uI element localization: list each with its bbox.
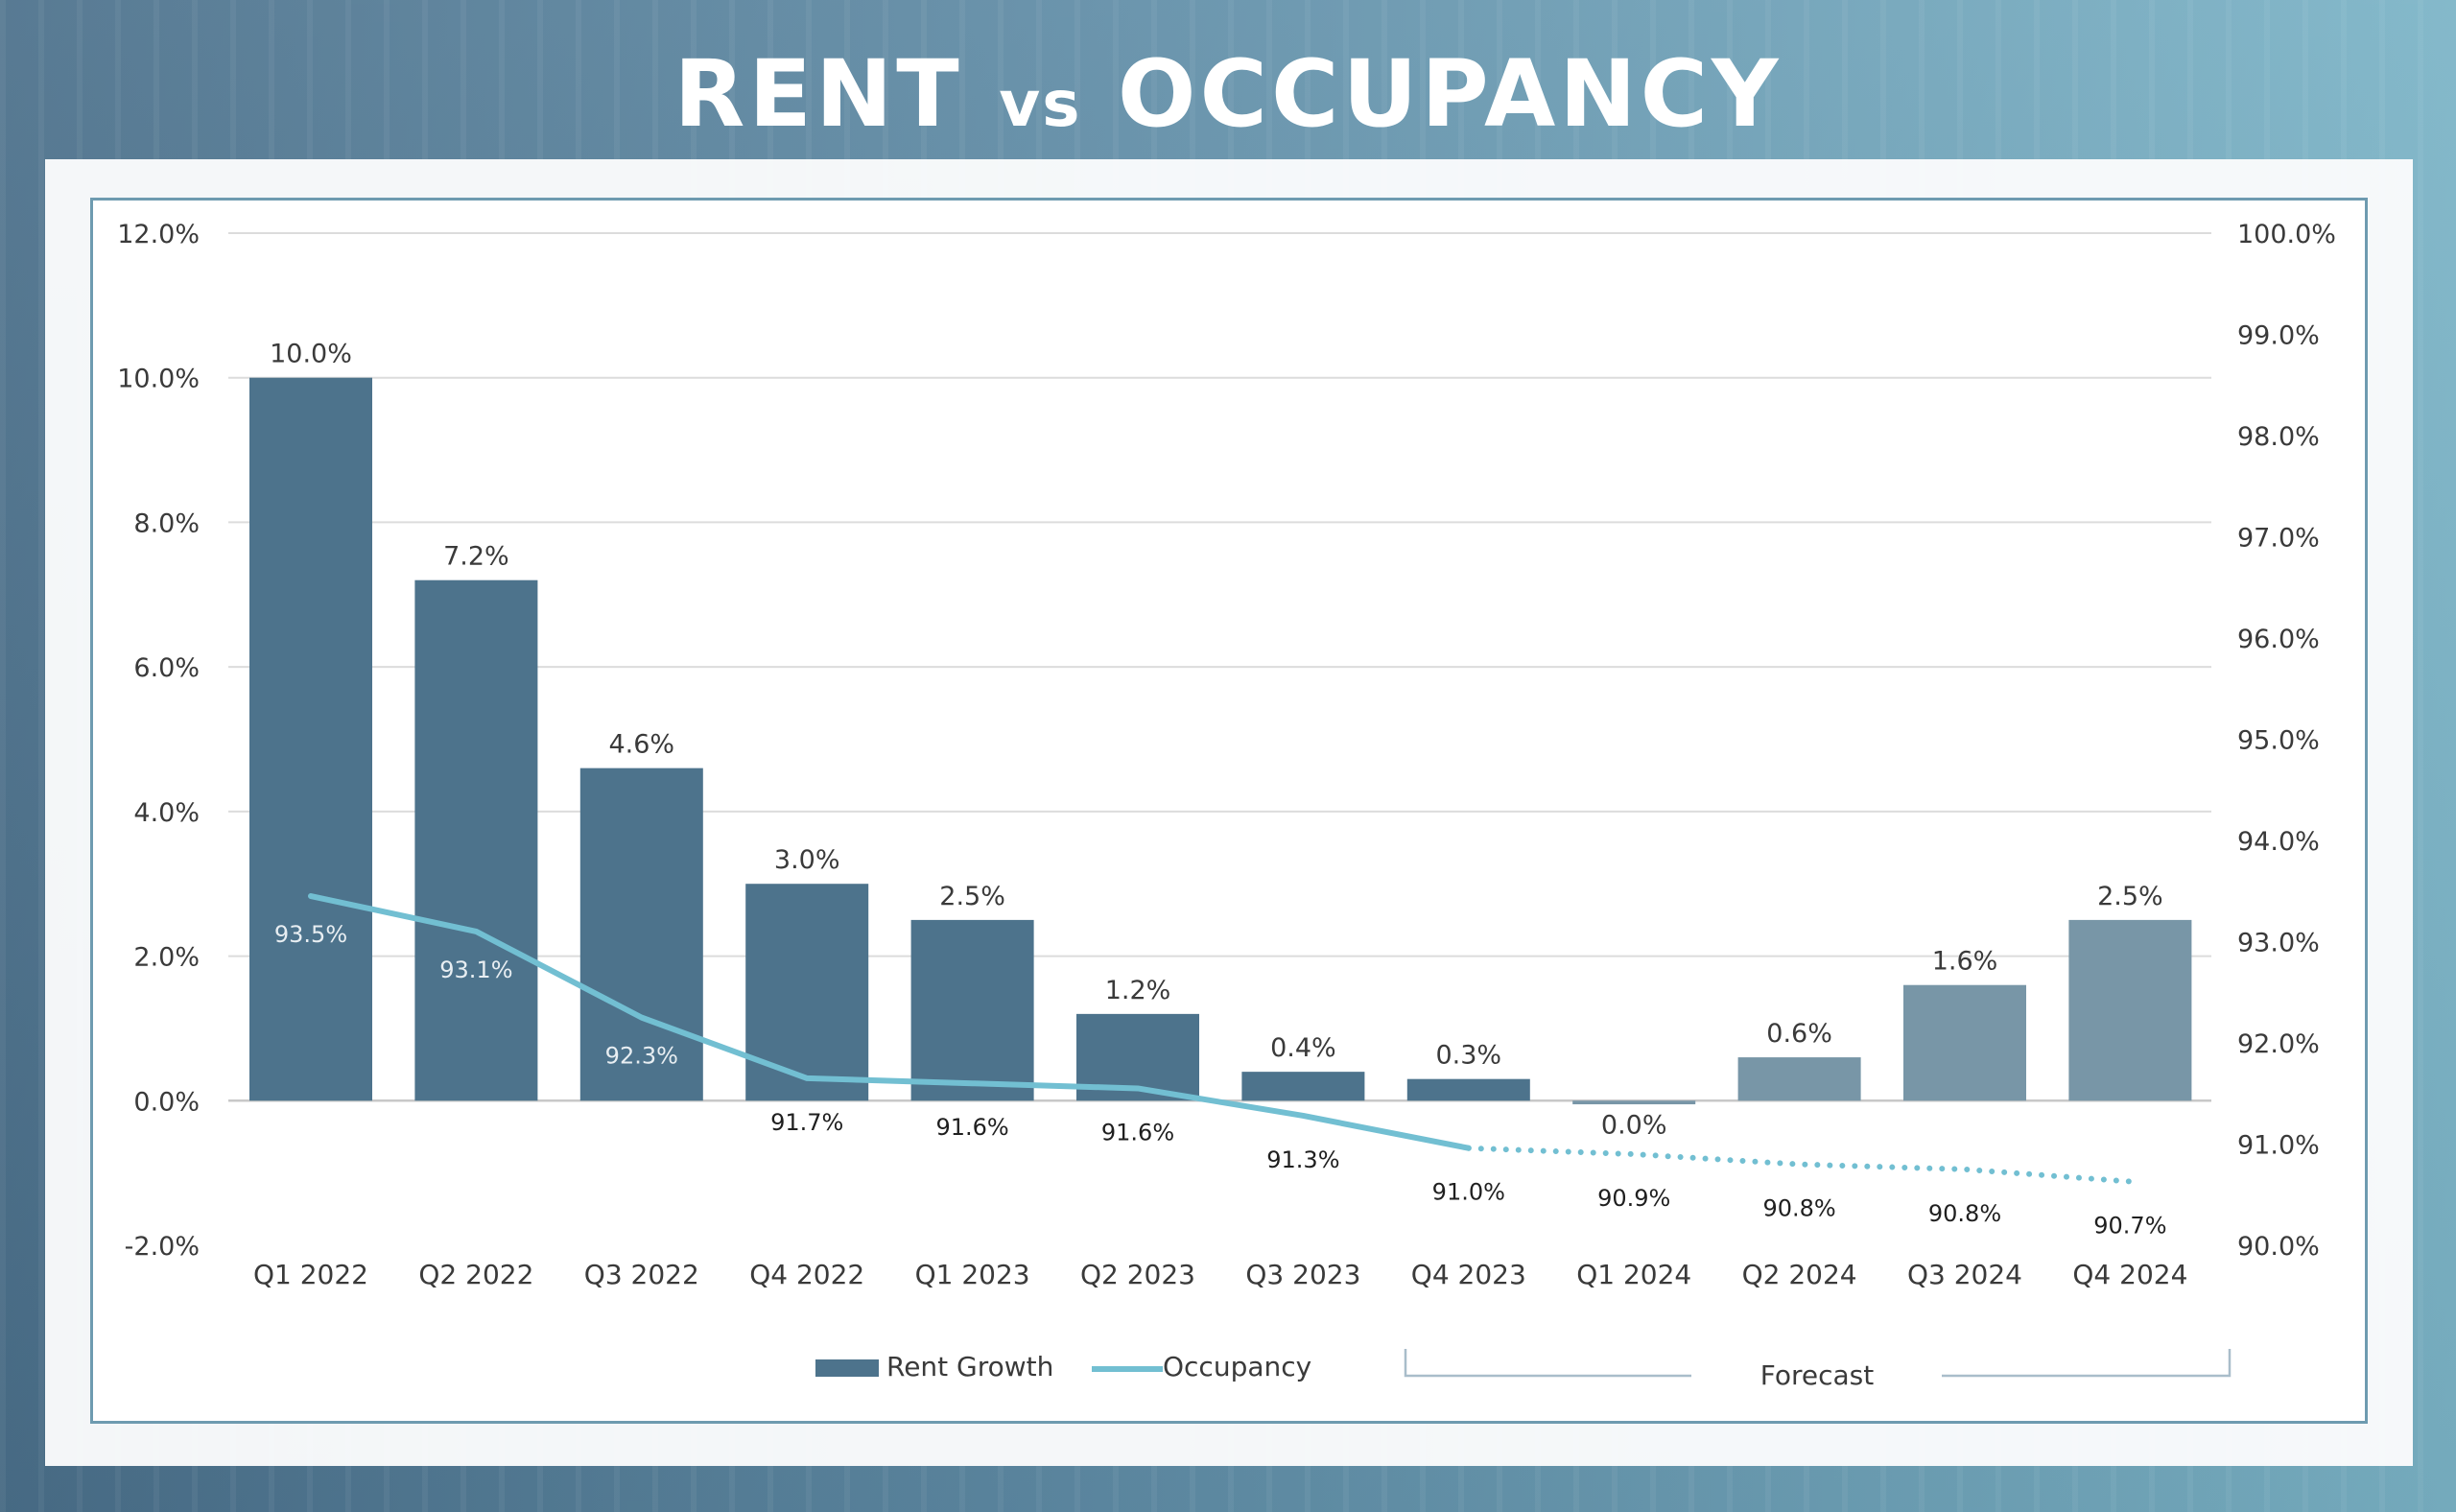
left-axis-tick-label: 4.0% bbox=[133, 798, 200, 828]
line-data-label: 90.8% bbox=[1928, 1200, 2001, 1227]
left-axis-tick-label: 2.0% bbox=[133, 943, 200, 973]
forecast-bracket: Forecast bbox=[1404, 1349, 2232, 1391]
bar-data-label: 0.0% bbox=[1601, 1110, 1667, 1140]
line-data-label: 92.3% bbox=[605, 1043, 678, 1070]
right-axis-tick-label: 93.0% bbox=[2237, 929, 2320, 958]
bar-rent-growth bbox=[2068, 919, 2192, 1101]
bar-data-label: 10.0% bbox=[270, 340, 352, 369]
x-axis-tick-label: Q1 2024 bbox=[1576, 1259, 1691, 1290]
line-data-labels: 93.5% 93.1% 92.3% 91.7% 91.6% 91.6% 91.3% 91.0%… bbox=[274, 921, 2167, 1240]
bar-rent-growth bbox=[1903, 984, 2026, 1101]
bar-data-label: 1.6% bbox=[1932, 947, 1998, 977]
forecast-bracket-right bbox=[1942, 1349, 2232, 1378]
legend-label-occupancy: Occupancy bbox=[1163, 1351, 1311, 1382]
right-axis-tick-label: 99.0% bbox=[2237, 321, 2320, 351]
x-axis-tick-label: Q2 2024 bbox=[1742, 1259, 1857, 1290]
left-axis-tick-label: -2.0% bbox=[125, 1232, 200, 1262]
bar-data-label: 2.5% bbox=[939, 882, 1005, 911]
x-axis-tick-label: Q1 2023 bbox=[915, 1259, 1030, 1290]
x-axis-tick-label: Q3 2024 bbox=[1907, 1259, 2022, 1290]
right-axis-tick-label: 96.0% bbox=[2237, 625, 2320, 654]
right-axis-tick-label: 91.0% bbox=[2237, 1131, 2320, 1161]
left-axis-tick-label: 6.0% bbox=[133, 653, 200, 683]
gridlines bbox=[228, 232, 2211, 1102]
legend: Rent Growth Occupancy bbox=[815, 1351, 1311, 1382]
page-title: RENT vs OCCUPANCY bbox=[673, 40, 1783, 148]
right-axis-tick-label: 94.0% bbox=[2237, 827, 2320, 857]
x-axis-tick-label: Q2 2023 bbox=[1080, 1259, 1195, 1290]
left-axis-tick-label: 10.0% bbox=[117, 365, 200, 394]
bar-data-label: 4.6% bbox=[608, 730, 674, 760]
line-data-label: 91.6% bbox=[1101, 1119, 1174, 1146]
line-data-label: 90.9% bbox=[1597, 1185, 1670, 1212]
x-axis-tick-label: Q3 2023 bbox=[1245, 1259, 1360, 1290]
bar-data-label: 1.2% bbox=[1105, 976, 1171, 1005]
line-data-label: 93.5% bbox=[274, 921, 347, 948]
left-axis-tick-label: 12.0% bbox=[117, 220, 200, 249]
line-data-label: 91.6% bbox=[935, 1114, 1008, 1141]
line-series-occupancy bbox=[308, 893, 2134, 1185]
bar-data-label: 2.5% bbox=[2097, 882, 2163, 911]
right-axis-tick-label: 95.0% bbox=[2237, 726, 2320, 756]
left-axis-tick-label: 8.0% bbox=[133, 508, 200, 538]
legend-label-rent-growth: Rent Growth bbox=[886, 1351, 1053, 1382]
x-axis-tick-label: Q4 2024 bbox=[2072, 1259, 2187, 1290]
bar-rent-growth bbox=[579, 768, 703, 1101]
right-axis-tick-label: 92.0% bbox=[2237, 1029, 2320, 1059]
bar-data-labels: 10.0% 7.2% 4.6% 3.0% 2.5% 1.2% 0.4% 0.3% 0.0% 0.6… bbox=[270, 340, 2163, 1141]
left-axis-tick-label: 0.0% bbox=[133, 1087, 200, 1117]
right-axis-tick-label: 97.0% bbox=[2237, 524, 2320, 554]
right-axis-tick-label: 90.0% bbox=[2237, 1232, 2320, 1262]
bar-rent-growth bbox=[1737, 1057, 1861, 1101]
bar-rent-growth bbox=[249, 377, 372, 1101]
line-data-label: 93.1% bbox=[439, 957, 512, 983]
right-axis: 100.0% 99.0% 98.0% 97.0% 96.0% 95.0% 94.0% 93.0… bbox=[2237, 220, 2336, 1262]
bar-data-label: 0.4% bbox=[1270, 1033, 1336, 1063]
occupancy-line-actual bbox=[308, 893, 1472, 1151]
x-axis-tick-label: Q4 2022 bbox=[749, 1259, 864, 1290]
bar-data-label: 0.6% bbox=[1766, 1019, 1832, 1049]
right-axis-tick-label: 100.0% bbox=[2237, 220, 2336, 249]
left-axis: 12.0% 10.0% 8.0% 6.0% 4.0% 2.0% 0.0% -2.0% bbox=[117, 220, 200, 1262]
occupancy-line-forecast bbox=[1465, 1145, 2134, 1185]
forecast-bracket-left bbox=[1404, 1349, 1691, 1378]
forecast-label: Forecast bbox=[1760, 1359, 1875, 1391]
bar-rent-growth bbox=[414, 579, 538, 1101]
legend-swatch-rent-growth bbox=[815, 1359, 879, 1377]
line-data-label: 90.8% bbox=[1762, 1195, 1835, 1222]
x-axis-labels: Q1 2022 Q2 2022 Q3 2022 Q4 2022 Q1 2023 Q2 20… bbox=[253, 1259, 2187, 1290]
x-axis-tick-label: Q2 2022 bbox=[418, 1259, 533, 1290]
x-axis-tick-label: Q1 2022 bbox=[253, 1259, 368, 1290]
x-axis-tick-label: Q3 2022 bbox=[584, 1259, 699, 1290]
bar-data-label: 7.2% bbox=[443, 542, 509, 572]
bar-series-rent-growth bbox=[249, 377, 2192, 1105]
bar-rent-growth bbox=[1572, 1100, 1696, 1105]
bar-rent-growth bbox=[1241, 1072, 1365, 1101]
x-axis-tick-label: Q4 2023 bbox=[1411, 1259, 1526, 1290]
line-data-label: 91.3% bbox=[1266, 1146, 1339, 1173]
bar-rent-growth bbox=[1406, 1078, 1530, 1101]
line-data-label: 91.7% bbox=[770, 1109, 843, 1136]
bar-data-label: 0.3% bbox=[1435, 1041, 1501, 1071]
bar-data-label: 3.0% bbox=[774, 845, 840, 875]
bar-rent-growth bbox=[745, 884, 869, 1101]
line-data-label: 91.0% bbox=[1432, 1179, 1505, 1206]
line-data-label: 90.7% bbox=[2093, 1213, 2166, 1240]
right-axis-tick-label: 98.0% bbox=[2237, 422, 2320, 452]
bar-rent-growth bbox=[910, 919, 1034, 1101]
